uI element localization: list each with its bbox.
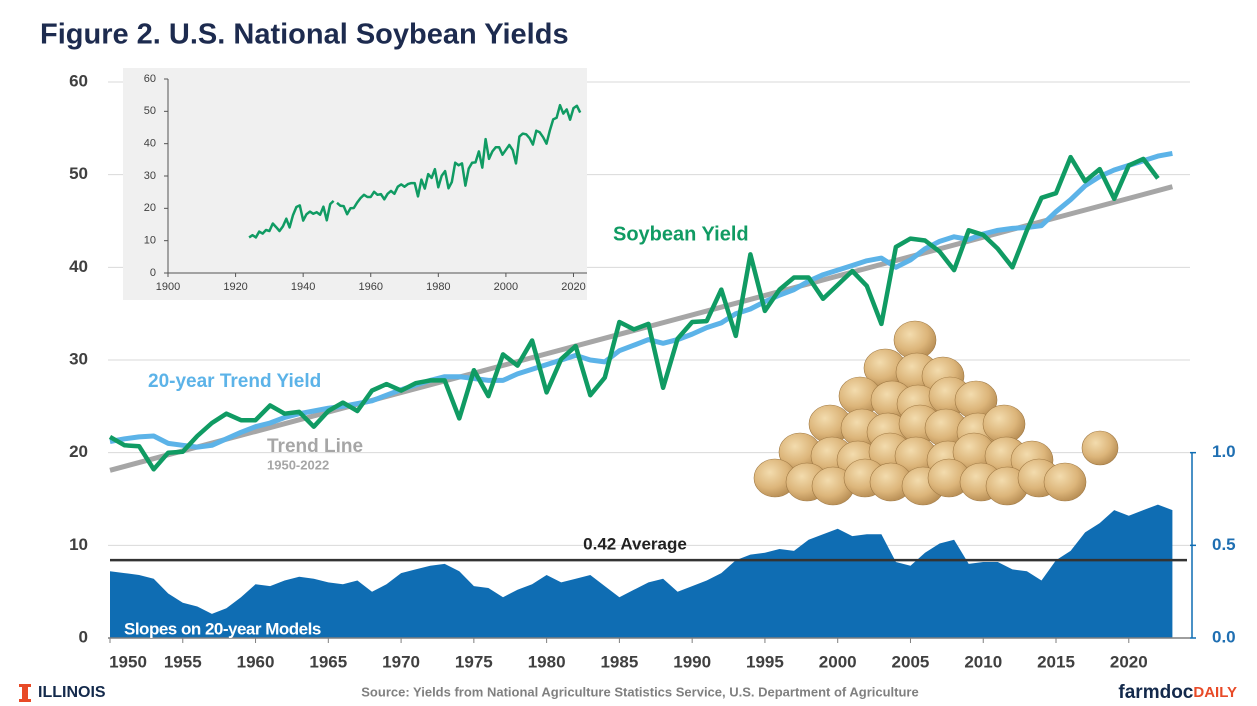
- inset-y-tick-label: 20: [144, 202, 156, 214]
- x-tick-label: 2020: [1110, 652, 1148, 671]
- line: [109, 150, 1173, 450]
- labels: 0 10 20 30 40 50 60 0.0 0.5 1.0 1950 1955 1960 1965 19…: [69, 71, 1236, 671]
- inset-x-tick-label: 1920: [223, 281, 247, 293]
- x-tick-label: 1970: [382, 652, 420, 671]
- inset-x-tick-label: 2020: [561, 281, 585, 293]
- y2-tick-label: 0.0: [1212, 627, 1236, 646]
- x-tick-label: 1980: [528, 652, 566, 671]
- inset-line: [336, 103, 582, 216]
- inset-x-tick-label: 1940: [291, 281, 315, 293]
- y-tick-label: 30: [69, 349, 88, 368]
- inset-chart: 0 10 20 30 40 50 60 1900 1920 1940 1960 1980 2000 202…: [123, 68, 587, 300]
- chart-title: Figure 2. U.S. National Soybean Yields: [40, 19, 569, 51]
- soybean: [1043, 462, 1087, 502]
- source: Source: Yields from National Agriculture…: [361, 684, 918, 699]
- logo-text: ILLINOIS: [38, 684, 106, 701]
- inset-y-tick-label: 60: [144, 73, 156, 85]
- logo-mark: [22, 686, 28, 700]
- logo-mark: [19, 699, 31, 702]
- inset-y-tick-label: 30: [144, 170, 156, 182]
- inset-x-tick-label: 1980: [426, 281, 450, 293]
- x-tick-label: 1955: [164, 652, 202, 671]
- series-label: 20-year Trend Yield: [148, 371, 321, 392]
- y2-tick-label: 1.0: [1212, 442, 1236, 461]
- inset-y-tick-label: 40: [144, 138, 156, 150]
- y-tick-label: 0: [79, 627, 88, 646]
- series-label: Slopes on 20-year Models: [124, 619, 321, 638]
- inset-x-tick-label: 1900: [156, 281, 180, 293]
- x-tick-label: 2000: [819, 652, 857, 671]
- footer: ILLINOIS Source: Yields from National Ag…: [19, 682, 1237, 703]
- x-tick-label: 2005: [892, 652, 930, 671]
- y2-tick-label: 0.5: [1212, 535, 1236, 554]
- x-tick-label: 1960: [237, 652, 275, 671]
- logo-text: farmdoc: [1118, 682, 1193, 703]
- series-label: Soybean Yield: [613, 223, 749, 245]
- inset-x-tick-label: 2000: [494, 281, 518, 293]
- inset-x-tick-label: 1960: [358, 281, 382, 293]
- logo-text: DAILY: [1193, 684, 1237, 701]
- logo-mark: [19, 684, 31, 687]
- y-tick-label: 50: [69, 164, 88, 183]
- trend-label: Trend Line: [267, 436, 363, 457]
- line: [108, 154, 1160, 472]
- logo-text: farmdocDAILY: [1118, 682, 1237, 703]
- x-tick-label: 2015: [1037, 652, 1075, 671]
- inset-y-tick-label: 50: [144, 105, 156, 117]
- inset-background: [123, 68, 587, 300]
- y-tick-label: 10: [69, 535, 88, 554]
- average-label: 0.42 Average: [583, 535, 687, 554]
- x-tick-label: 1995: [746, 652, 784, 671]
- soybean-illustration: [753, 320, 1119, 506]
- y-tick-label: 60: [69, 71, 88, 90]
- x-tick-label: 1965: [309, 652, 347, 671]
- soybean: [1081, 430, 1119, 466]
- inset-y-tick-label: 10: [144, 235, 156, 247]
- inset-y-tick-label: 0: [150, 267, 156, 279]
- x-tick-label: 1990: [673, 652, 711, 671]
- area: [110, 504, 1173, 638]
- y-tick-label: 40: [69, 257, 88, 276]
- trend-period: 1950-2022: [267, 457, 329, 472]
- x-tick-label: 1950: [109, 652, 147, 671]
- x-tick-label: 1985: [600, 652, 638, 671]
- y-tick-label: 20: [69, 442, 88, 461]
- x-tick-label: 2010: [964, 652, 1002, 671]
- inset-line: [248, 199, 335, 239]
- plot: [108, 150, 1187, 638]
- x-tick-label: 1975: [455, 652, 493, 671]
